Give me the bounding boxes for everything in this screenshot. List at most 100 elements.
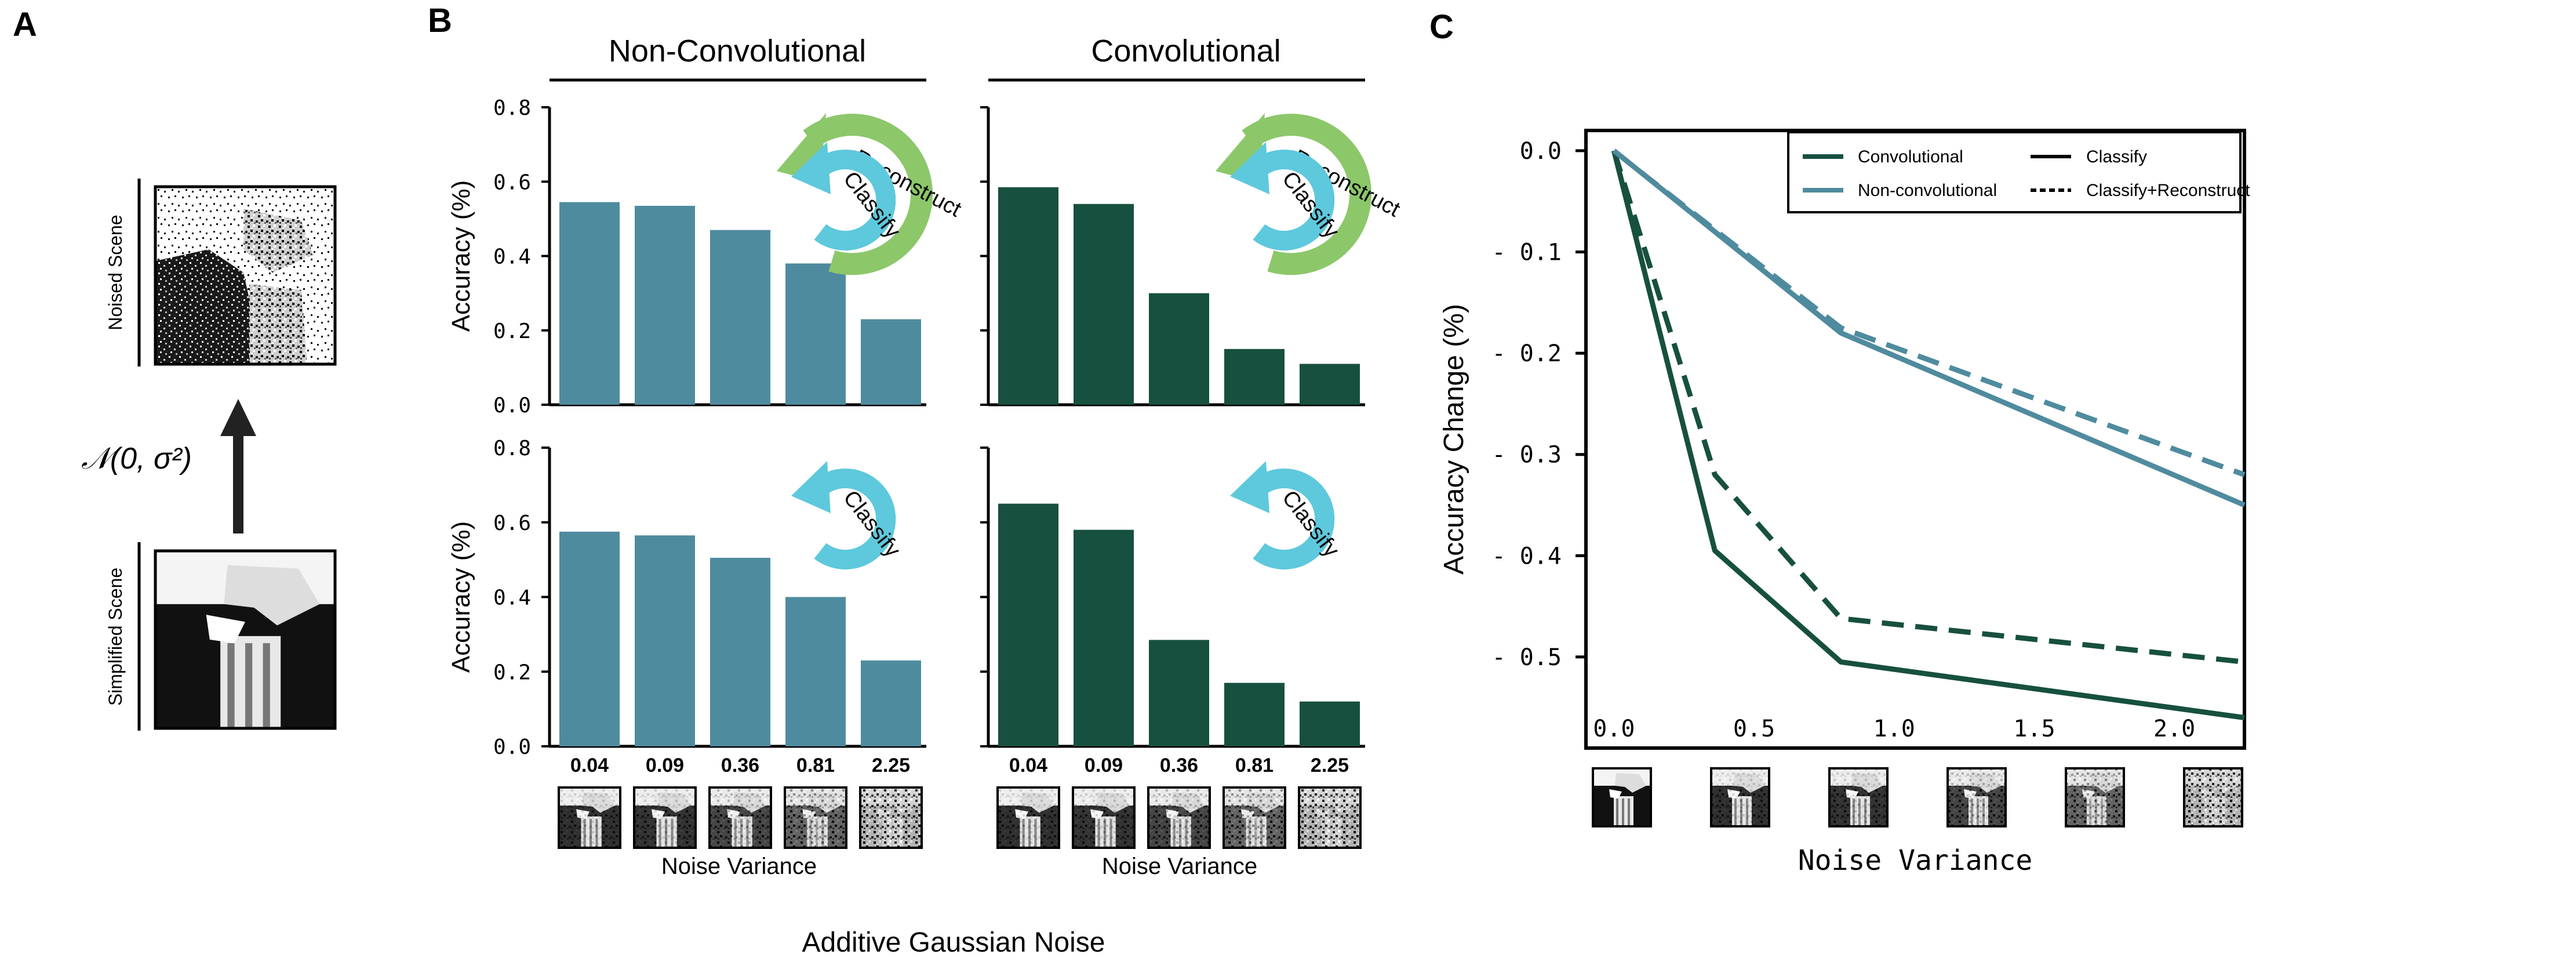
y-tick-label: 0.6 (493, 511, 531, 535)
panel-b: B Non-Convolutional Convolutional 0.0 0.2… (428, 2, 1404, 958)
y-tick-label: 0.2 (493, 320, 531, 343)
y-tick-label: 0.0 (1520, 138, 1562, 165)
thumbnail-frame (2065, 767, 2125, 827)
bar (635, 205, 695, 405)
noise-thumbnail (1710, 767, 1770, 827)
y-tick-label: - 0.1 (1492, 239, 1562, 266)
bar (1224, 349, 1285, 405)
x-tick-label: 0.81 (1235, 754, 1274, 776)
y-tick-label: - 0.4 (1492, 543, 1562, 569)
bar (1149, 293, 1209, 405)
noise-thumbnail (784, 786, 847, 849)
bar (1300, 364, 1360, 405)
noise-thumbnail (1828, 767, 1889, 827)
bar (998, 187, 1058, 405)
noise-thumbnail (1222, 786, 1286, 849)
plot-frame (1584, 129, 2246, 750)
y-tick-label: 0.8 (493, 437, 531, 460)
classify-arrowhead (791, 461, 831, 513)
y-tick-label: 0.0 (493, 394, 531, 418)
y-tick-label: 0.0 (493, 735, 531, 759)
thumbnail-frame (1222, 786, 1286, 849)
noise-thumbnail (2183, 767, 2243, 827)
thumbnail-frame (1828, 767, 1889, 827)
panel-c: C 0.0 - 0.1 - 0.2 - 0.3 - 0.4 - 0.5 0.0 0.5 1.0 1… (1429, 8, 2250, 877)
thumbnail-frame (1147, 786, 1211, 849)
bar-chart-b-bottom-conv: 0.04 0.09 0.36 0.81 2.25 (980, 447, 1365, 776)
classify-arrowhead (1230, 461, 1269, 513)
x-tick-label: 2.25 (872, 754, 910, 776)
x-tick-label: 0.04 (570, 754, 609, 776)
bar (559, 531, 620, 746)
bar (785, 597, 846, 746)
thumbnail-noise (1224, 787, 1285, 848)
y-tick-label: 0.2 (493, 660, 531, 684)
bar (1224, 683, 1285, 746)
thumbnail-noise (1299, 787, 1360, 848)
x-tick-label: 1.0 (1873, 716, 1915, 742)
bar (998, 503, 1058, 746)
thumbnail-scene (1593, 768, 1651, 826)
bar (559, 202, 620, 405)
thumbnail-frame (558, 786, 621, 849)
x-tick-label: 0.09 (1085, 754, 1123, 776)
x-tick-label: 0.04 (1009, 754, 1047, 776)
x-tick-label: 2.25 (1311, 754, 1349, 776)
series-line (1611, 150, 2245, 721)
x-tick-label: 1.5 (2013, 716, 2055, 742)
thumbnail-frame (633, 786, 697, 849)
noise-thumbnail (558, 786, 621, 849)
noise-thumbnail (1298, 786, 1362, 849)
x-tick-label: 0.36 (721, 754, 759, 776)
header-nonconv: Non-Convolutional (609, 34, 866, 68)
bar-chart-b-bottom-nonconv: 0.0 0.2 0.4 0.6 0.8 Accuracy (%) 0.04 0.09 0.36 0… (447, 437, 926, 776)
noise-thumbnail (996, 786, 1060, 849)
bar (861, 660, 921, 746)
reconstruct-arc (803, 114, 933, 275)
x-tick-label: 0.0 (1593, 716, 1635, 742)
reconstruct-arc (1242, 114, 1371, 275)
thumbnails-b (558, 786, 1362, 849)
y-tick-label: - 0.3 (1492, 442, 1562, 469)
thumbnail-frame (708, 786, 772, 849)
thumbnail-frame (784, 786, 847, 849)
thumbnail-frame (996, 786, 1060, 849)
bar (710, 230, 770, 405)
xlabel-b-right: Noise Variance (1102, 854, 1257, 879)
thumbnail-noise (710, 787, 771, 848)
panel-c-letter: C (1429, 8, 1454, 46)
noise-thumbnail (1072, 786, 1136, 849)
x-tick-label: 0.5 (1733, 716, 1775, 742)
legend-label: Convolutional (1858, 147, 1963, 166)
thumbnail-noise (998, 787, 1059, 848)
bar-chart-b-top-nonconv: 0.0 0.2 0.4 0.6 0.8 Accuracy (%) (447, 96, 926, 418)
x-tick-label: 0.81 (796, 754, 835, 776)
classify-arc (1253, 469, 1335, 569)
thumbnail-frame (1072, 786, 1136, 849)
noise-thumbnail (1592, 767, 1652, 827)
legend-label: Non-convolutional (1858, 181, 1997, 200)
classify-arc (814, 469, 896, 569)
x-tick-label: 0.09 (646, 754, 684, 776)
legend: Convolutional Non-convolutional Classify Cl… (1787, 131, 2250, 213)
cycle-arrow-bottom-nonconv: Classify (791, 461, 905, 569)
y-axis-label: Accuracy (%) (447, 180, 475, 332)
thumbnail-noise (1948, 768, 2006, 826)
y-tick-label: 0.8 (493, 96, 531, 120)
noise-arrow (220, 399, 256, 533)
panel-a: A Noised Scene 𝒩(0, σ²) Simplified Scene (13, 6, 337, 731)
y-axis-label: Accuracy (%) (447, 521, 475, 673)
y-tick-label: 0.4 (493, 245, 531, 269)
thumbnail-frame (2183, 767, 2243, 827)
thumbnail-noise (1711, 768, 1769, 826)
x-tick-label: 0.36 (1160, 754, 1198, 776)
legend-frame (1787, 131, 2242, 213)
bar (785, 263, 846, 405)
series-line (1611, 150, 2245, 665)
bar (1149, 640, 1209, 746)
classify-arc (1253, 150, 1335, 251)
x-axis-label: Noise Variance (1798, 844, 2033, 877)
xlabel-b-left: Noise Variance (661, 854, 817, 879)
